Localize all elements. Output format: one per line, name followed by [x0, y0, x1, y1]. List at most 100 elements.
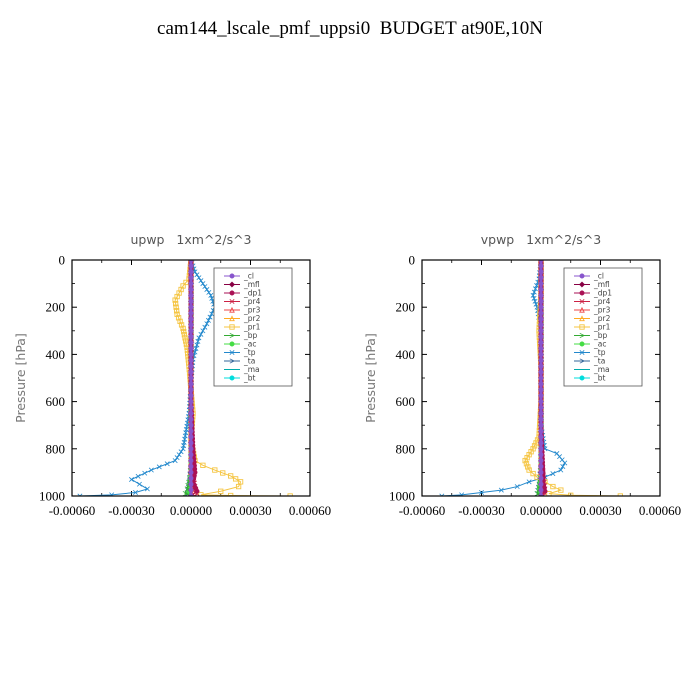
- plot-area: [439, 260, 623, 496]
- y-tick-label: 1000: [39, 489, 65, 504]
- y-tick-label: 0: [59, 253, 66, 268]
- data-point: [538, 281, 544, 287]
- legend-label: _ta: [243, 357, 255, 366]
- data-point: [560, 464, 566, 469]
- data-point: [188, 286, 194, 292]
- y-axis-label: Pressure [hPa]: [363, 333, 378, 423]
- data-point: [188, 422, 194, 428]
- data-point: [538, 340, 544, 346]
- data-point: [172, 301, 179, 307]
- data-point: [538, 275, 544, 281]
- data-point: [530, 292, 536, 298]
- data-point: [188, 381, 194, 387]
- data-point: [188, 316, 194, 322]
- y-tick-label: 400: [46, 347, 66, 362]
- legend-label: _bt: [243, 374, 256, 383]
- data-point: [188, 446, 194, 452]
- data-point: [188, 434, 194, 440]
- y-tick-label: 0: [409, 253, 416, 268]
- data-point: [538, 422, 544, 428]
- data-point: [232, 476, 239, 482]
- data-point: [558, 487, 564, 493]
- data-point: [188, 440, 194, 446]
- panel-title: vpwp 1xm^2/s^3: [481, 232, 602, 247]
- y-axis-label: Pressure [hPa]: [13, 333, 28, 423]
- panel-title: upwp 1xm^2/s^3: [130, 232, 251, 247]
- data-point: [538, 345, 544, 351]
- data-point: [538, 310, 544, 316]
- data-point: [209, 311, 215, 317]
- data-point: [538, 463, 544, 469]
- data-point: [538, 428, 544, 434]
- data-point: [183, 338, 189, 344]
- data-point: [180, 446, 186, 452]
- data-point: [538, 393, 544, 399]
- legend-swatch-marker: [579, 273, 585, 279]
- data-point: [538, 399, 544, 405]
- data-point: [180, 325, 186, 332]
- data-point: [562, 460, 568, 466]
- legend-swatch-marker: [228, 281, 236, 288]
- legend-label: _bt: [593, 374, 606, 383]
- data-point: [188, 281, 194, 287]
- data-point: [218, 488, 224, 494]
- legend-label: _pr2: [243, 314, 261, 323]
- legend-swatch-marker: [579, 290, 585, 296]
- data-point: [208, 292, 214, 298]
- data-point: [532, 286, 538, 292]
- y-tick-label: 600: [396, 394, 416, 409]
- legend-label: _pr3: [243, 306, 261, 315]
- y-tick-label: 200: [396, 300, 416, 315]
- data-point: [188, 334, 194, 340]
- legend-label: _mfl: [593, 280, 610, 289]
- data-point: [178, 322, 185, 328]
- data-point: [514, 484, 520, 490]
- legend-label: _pr4: [243, 297, 261, 306]
- data-point: [188, 345, 194, 351]
- data-point: [135, 473, 141, 479]
- legend-swatch-marker: [229, 315, 235, 322]
- x-tick-label: 0.00000: [170, 503, 212, 518]
- data-point: [198, 278, 204, 284]
- legend-label: _ma: [243, 365, 260, 374]
- data-point: [198, 331, 204, 337]
- data-point: [181, 328, 187, 335]
- data-point: [188, 310, 194, 316]
- legend-label: _dp1: [593, 289, 612, 298]
- data-point: [188, 275, 194, 281]
- legend-label: _pr4: [593, 297, 611, 306]
- data-point: [533, 301, 539, 307]
- x-tick-label: -0.00060: [49, 503, 96, 518]
- y-tick-label: 200: [46, 300, 66, 315]
- data-point: [109, 492, 115, 496]
- y-tick-label: 400: [396, 347, 416, 362]
- data-point: [188, 369, 194, 375]
- legend-swatch-marker: [579, 315, 585, 322]
- data-point: [77, 493, 83, 496]
- data-point: [538, 357, 544, 363]
- x-tick-label: -0.00030: [458, 503, 505, 518]
- data-point: [526, 479, 532, 485]
- data-point: [550, 483, 556, 490]
- data-point: [136, 481, 142, 487]
- data-point: [173, 308, 180, 314]
- data-point: [479, 489, 484, 495]
- data-point: [532, 298, 538, 304]
- data-point: [538, 363, 544, 369]
- legend-swatch-marker: [229, 290, 235, 296]
- data-point: [196, 275, 202, 281]
- data-point: [538, 446, 544, 452]
- data-point: [538, 469, 544, 475]
- x-tick-label: 0.00030: [579, 503, 621, 518]
- legend-swatch-marker: [229, 350, 235, 355]
- data-point: [525, 464, 531, 470]
- data-point: [220, 470, 226, 476]
- data-point: [188, 387, 194, 393]
- data-point: [558, 467, 564, 473]
- data-point: [188, 328, 194, 334]
- legend-label: _bp: [593, 331, 608, 340]
- data-point: [538, 416, 544, 422]
- data-point: [538, 328, 544, 334]
- data-point: [188, 269, 194, 275]
- data-point: [188, 340, 194, 346]
